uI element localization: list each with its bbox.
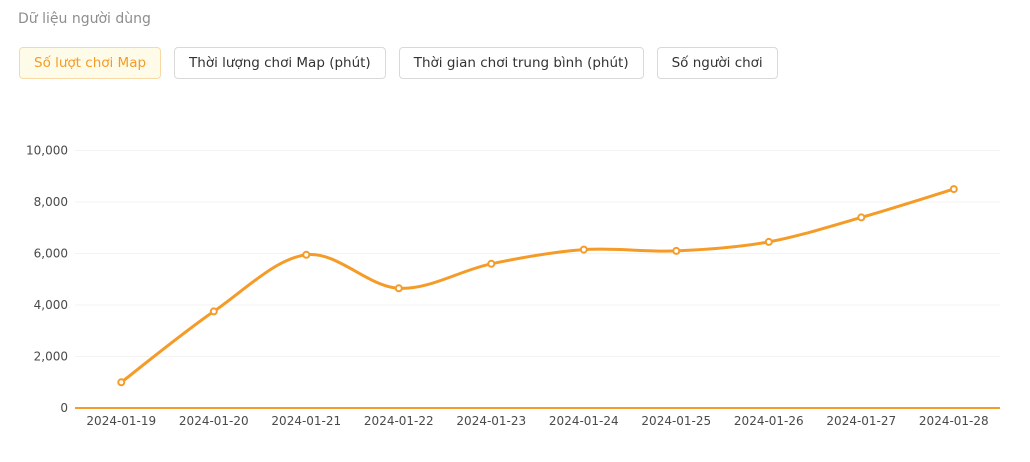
svg-text:2024-01-19: 2024-01-19 — [86, 414, 156, 428]
svg-text:2024-01-28: 2024-01-28 — [919, 414, 989, 428]
tab-thoi-gian-choi-trung-binh[interactable]: Thời gian chơi trung bình (phút) — [398, 47, 644, 79]
line-chart-svg: 0 2,000 4,000 6,000 8,000 10,000 2024-01-19 202… — [26, 144, 1000, 428]
svg-text:4,000: 4,000 — [34, 298, 68, 312]
svg-text:2024-01-25: 2024-01-25 — [641, 414, 711, 428]
svg-text:8,000: 8,000 — [34, 195, 68, 209]
svg-text:2024-01-24: 2024-01-24 — [549, 414, 619, 428]
svg-text:6,000: 6,000 — [34, 247, 68, 261]
svg-text:10,000: 10,000 — [26, 144, 68, 158]
page-title: Dữ liệu người dùng — [18, 11, 151, 27]
svg-text:2024-01-26: 2024-01-26 — [734, 414, 804, 428]
svg-text:2,000: 2,000 — [34, 350, 68, 364]
svg-text:2024-01-22: 2024-01-22 — [364, 414, 434, 428]
tab-thoi-luong-choi-map[interactable]: Thời lượng chơi Map (phút) — [174, 47, 386, 79]
svg-text:2024-01-21: 2024-01-21 — [271, 414, 341, 428]
svg-text:2024-01-20: 2024-01-20 — [179, 414, 249, 428]
svg-text:0: 0 — [60, 401, 68, 415]
tab-so-nguoi-choi[interactable]: Số người chơi — [656, 47, 778, 79]
svg-text:2024-01-27: 2024-01-27 — [826, 414, 896, 428]
tab-so-luot-choi-map[interactable]: Số lượt chơi Map — [19, 47, 162, 79]
line-chart: 0 2,000 4,000 6,000 8,000 10,000 2024-01-19 202… — [0, 130, 1030, 450]
tab-bar: Số lượt chơi Map Thời lượng chơi Map (ph… — [19, 47, 778, 79]
svg-text:2024-01-23: 2024-01-23 — [456, 414, 526, 428]
